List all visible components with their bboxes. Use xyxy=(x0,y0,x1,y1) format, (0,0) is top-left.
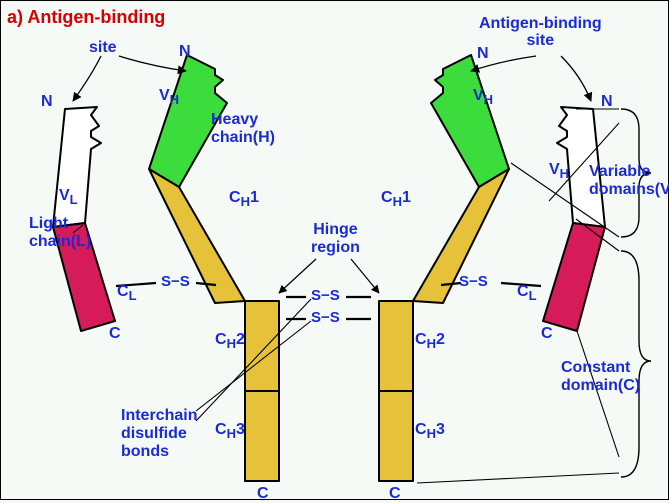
label-ab-site-right: Antigen-bindingsite xyxy=(479,15,602,49)
label-CH2-left: CH2 xyxy=(215,331,245,351)
label-CH1-right: CH1 xyxy=(381,189,411,209)
label-const-domain: Constantdomain(C) xyxy=(561,359,640,395)
label-VH-right2: VH xyxy=(549,161,569,181)
label-interchain: Interchaindisulfidebonds xyxy=(121,407,197,461)
label-N-heavy-left: N xyxy=(179,43,191,61)
label-CH1-left: CH1 xyxy=(229,189,259,209)
panel-title: a) Antigen-binding xyxy=(7,7,165,28)
label-ss-right: S−S xyxy=(459,273,488,290)
label-CL-right: CL xyxy=(517,283,537,303)
label-C-light-right: C xyxy=(541,325,553,343)
label-CH3-right: CH3 xyxy=(415,421,445,441)
label-N-heavy-right: N xyxy=(477,45,489,63)
antibody-diagram: a) Antigen-binding site N N VH VL Heavyc… xyxy=(0,0,669,500)
label-CH2-right: CH2 xyxy=(415,331,445,351)
label-VL-left: VL xyxy=(59,187,78,207)
label-light: Lightchain(L) xyxy=(29,215,91,251)
label-CL-left: CL xyxy=(117,283,137,303)
label-N-light-left: N xyxy=(41,93,53,111)
label-VH-left: VH xyxy=(159,87,179,107)
label-ss-mid2: S−S xyxy=(311,309,340,326)
label-ss-left: S−S xyxy=(161,273,190,290)
label-C-light-left: C xyxy=(109,325,121,343)
label-site-left: site xyxy=(89,39,117,57)
label-ss-mid1: S−S xyxy=(311,287,340,304)
label-C-heavy-right: C xyxy=(389,485,401,503)
label-N-light-right: N xyxy=(601,93,613,111)
label-CH3-left: CH3 xyxy=(215,421,245,441)
label-heavy: Heavychain(H) xyxy=(211,111,275,147)
label-var-domains: Variabledomains(V) xyxy=(589,163,669,199)
label-VH-right: VH xyxy=(473,87,493,107)
label-C-heavy-left: C xyxy=(257,485,269,503)
label-hinge: Hingeregion xyxy=(311,221,360,257)
